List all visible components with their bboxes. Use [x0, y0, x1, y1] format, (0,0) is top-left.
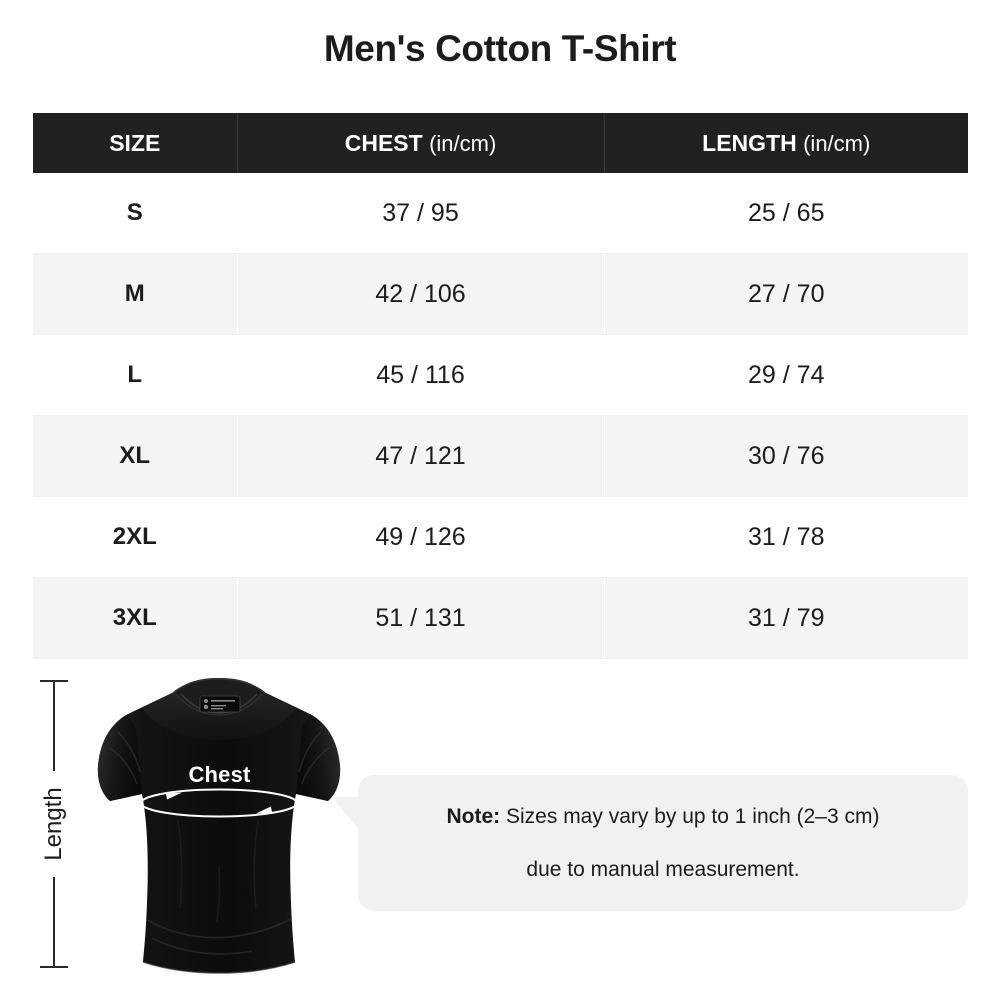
table-header-row: SIZE CHEST (in/cm) LENGTH (in/cm): [33, 113, 968, 173]
tshirt-neck-label-print: [203, 699, 235, 710]
column-header-chest: CHEST (in/cm): [237, 113, 605, 173]
cell-length: 29 / 74: [604, 334, 968, 416]
cell-size: M: [33, 253, 238, 335]
tshirt-hem-edge: [142, 961, 296, 974]
note-callout: Note: Sizes may vary by up to 1 inch (2–…: [332, 775, 968, 911]
tshirt-hem-folds: [147, 917, 293, 955]
cell-length: 27 / 70: [604, 253, 968, 335]
cell-chest: 42 / 106: [237, 253, 605, 335]
length-line-upper: [53, 681, 55, 771]
cell-chest: 51 / 131: [237, 577, 605, 659]
length-line-lower: [53, 877, 55, 967]
chest-unit-label: (in/cm): [429, 130, 497, 156]
table-row: XL 47 / 121 30 / 76: [33, 415, 968, 497]
cell-chest: 49 / 126: [237, 496, 605, 578]
table-row: 3XL 51 / 131 31 / 79: [33, 577, 968, 659]
cell-length: 30 / 76: [604, 415, 968, 497]
page-title: Men's Cotton T-Shirt: [323, 28, 677, 69]
cell-size: XL: [33, 415, 238, 497]
note-prefix: Note:: [446, 805, 501, 828]
column-header-size: SIZE: [33, 113, 238, 173]
size-chart-table: SIZE CHEST (in/cm) LENGTH (in/cm) S 37 /…: [33, 113, 968, 659]
table-row: 2XL 49 / 126 31 / 78: [33, 496, 968, 578]
chest-measure-ellipse: [140, 788, 298, 818]
chest-arrow-right: [166, 792, 182, 800]
column-header-length: LENGTH (in/cm): [604, 113, 968, 173]
table-row: L 45 / 116 29 / 74: [33, 334, 968, 416]
tshirt-sleeve-creases: [109, 731, 330, 785]
cell-size: 3XL: [33, 577, 238, 659]
length-unit-label: (in/cm): [803, 130, 871, 156]
cell-length: 31 / 79: [604, 577, 968, 659]
cell-chest: 45 / 116: [237, 334, 605, 416]
note-body: Sizes may vary by up to 1 inch (2–3 cm): [500, 805, 880, 828]
cell-length: 31 / 78: [604, 496, 968, 578]
tshirt-body-folds: [177, 819, 259, 923]
cell-length: 25 / 65: [604, 173, 968, 254]
cell-size: S: [33, 173, 238, 254]
cell-size: 2XL: [33, 496, 238, 578]
tshirt-illustration: Chest: [82, 670, 357, 980]
length-cap-bottom: [40, 966, 68, 968]
table-row: S 37 / 95 25 / 65: [33, 173, 968, 254]
length-dimension-indicator: Length: [38, 680, 84, 968]
note-line-2: due to manual measurement.: [526, 858, 800, 881]
tshirt-icon: [97, 678, 341, 974]
note-callout-tail: [332, 797, 360, 831]
note-text: Note: Sizes may vary by up to 1 inch (2–…: [358, 775, 968, 911]
tshirt-collar-stitch: [180, 693, 258, 714]
measurement-diagram: Length: [0, 660, 1000, 1000]
note-line-1: Note: Sizes may vary by up to 1 inch (2–…: [447, 806, 880, 827]
cell-chest: 47 / 121: [237, 415, 605, 497]
tshirt-neck-label: [199, 695, 241, 713]
tshirt-body: [97, 678, 341, 973]
cell-size: L: [33, 334, 238, 416]
cell-chest: 37 / 95: [237, 173, 605, 254]
table-row: M 42 / 106 27 / 70: [33, 253, 968, 335]
chest-arrow-left: [256, 806, 272, 814]
